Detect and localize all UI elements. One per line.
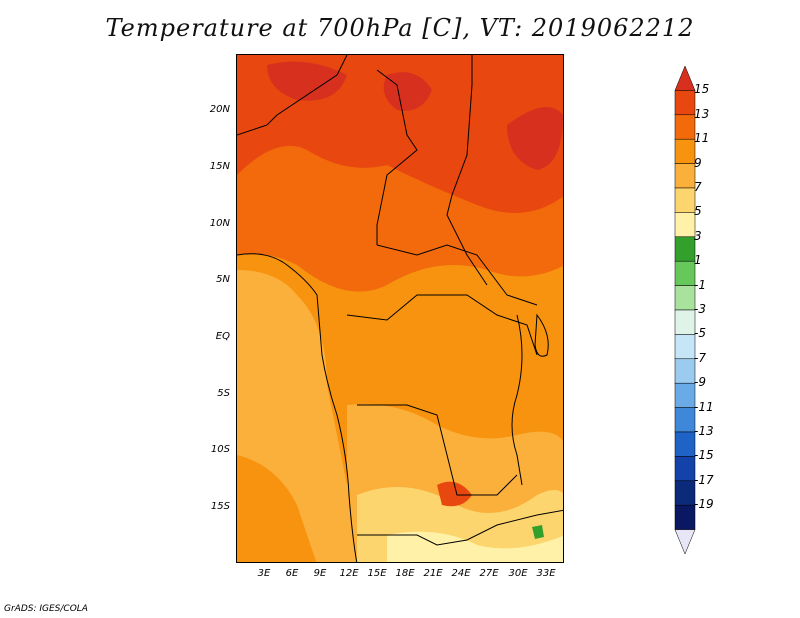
colorbar-label: -9 (694, 375, 706, 390)
xtick-9e: 9E (313, 568, 327, 579)
hot-patch-center (383, 72, 432, 111)
colorbar-label: 15 (694, 82, 710, 97)
colorbar-swatch (674, 285, 696, 311)
ytick-10n: 10N (209, 218, 230, 229)
colorbar-swatch (674, 480, 696, 506)
hot-patch-ne (507, 107, 563, 170)
ytick-15n: 15N (209, 161, 230, 172)
colorbar-swatch (674, 236, 696, 262)
colorbar-swatch (674, 260, 696, 286)
colorbar-swatch (674, 309, 696, 335)
colorbar-label: -19 (694, 497, 714, 512)
xtick-15e: 15E (367, 568, 387, 579)
xtick-33e: 33E (536, 568, 556, 579)
colorbar-label: -5 (694, 326, 706, 341)
colorbar-label: 9 (694, 155, 702, 170)
xtick-6e: 6E (285, 568, 299, 579)
warm-patch-south (437, 481, 472, 507)
temperature-map (236, 54, 564, 563)
border-sudan (446, 55, 488, 286)
border-congo (346, 294, 538, 356)
ocean-sw-9c (237, 455, 317, 562)
ytick-15s: 15S (210, 501, 230, 512)
colorbar-swatch (674, 529, 696, 555)
colorbar-label: 5 (694, 204, 702, 219)
colorbar-label: 1 (694, 253, 702, 268)
colorbar-swatches (674, 65, 696, 555)
colorbar-swatch (674, 358, 696, 384)
chart-title: Temperature at 700hPa [C], VT: 201906221… (105, 14, 695, 42)
xtick-12e: 12E (339, 568, 359, 579)
colorbar-swatch (674, 334, 696, 360)
colorbar-label: -1 (694, 277, 706, 292)
ytick-5n: 5N (216, 274, 230, 285)
colorbar-label: 13 (694, 106, 710, 121)
colorbar-label: -15 (694, 448, 714, 463)
colorbar-swatch (674, 65, 696, 91)
hot-patch-nw (267, 61, 347, 101)
border-drc-south (357, 404, 518, 496)
south-3c (387, 531, 563, 562)
grads-credit: GrADS: IGES/COLA (4, 604, 88, 614)
lakes-east (511, 314, 523, 486)
xtick-24e: 24E (451, 568, 471, 579)
colorbar-label: -3 (694, 302, 706, 316)
colorbar-swatch (674, 504, 696, 530)
colorbar-label: -7 (694, 350, 706, 365)
colorbar-label: 11 (694, 131, 710, 146)
xtick-30e: 30E (508, 568, 528, 579)
colorbar-swatch (674, 163, 696, 189)
colorbar-swatch (674, 456, 696, 482)
colorbar-swatch (674, 382, 696, 408)
green-patch (532, 525, 544, 539)
ytick-5s: 5S (217, 388, 230, 399)
coastline-west (237, 253, 358, 562)
xtick-27e: 27E (479, 568, 499, 579)
ytick-20n: 20N (209, 104, 230, 115)
colorbar-swatch (674, 212, 696, 238)
ytick-10s: 10S (210, 444, 230, 455)
border-nw (237, 55, 348, 136)
xtick-3e: 3E (257, 568, 271, 579)
colorbar-swatch (674, 114, 696, 140)
border-chad (376, 69, 418, 245)
colorbar-label: -11 (694, 399, 714, 414)
colorbar-label: -17 (694, 472, 714, 487)
colorbar-swatch (674, 431, 696, 457)
xtick-21e: 21E (423, 568, 443, 579)
colorbar-label: 3 (694, 228, 702, 243)
lake-victoria (534, 313, 549, 357)
ytick-eq: EQ (215, 331, 230, 342)
map-fill (237, 55, 563, 562)
colorbar (674, 65, 696, 555)
colorbar-label: -13 (694, 424, 714, 438)
colorbar-swatch (674, 407, 696, 433)
colorbar-swatch (674, 187, 696, 213)
border-south (357, 509, 563, 546)
border-car (376, 244, 538, 306)
xtick-18e: 18E (395, 568, 415, 579)
colorbar-swatch (674, 90, 696, 116)
colorbar-swatch (674, 138, 696, 164)
colorbar-label: 7 (694, 180, 702, 194)
